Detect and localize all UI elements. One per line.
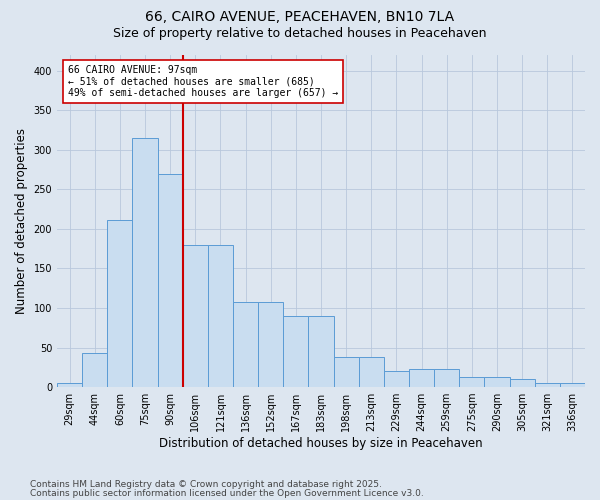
Bar (384, 372, 409, 387)
Bar (283, 316, 308, 387)
Text: Contains public sector information licensed under the Open Government Licence v3: Contains public sector information licen… (30, 488, 424, 498)
Bar (233, 302, 258, 387)
Bar (57, 383, 82, 387)
Bar (208, 245, 233, 387)
Y-axis label: Number of detached properties: Number of detached properties (15, 128, 28, 314)
Bar (133, 138, 158, 387)
Bar (158, 174, 183, 387)
Bar (359, 357, 384, 387)
Text: 66, CAIRO AVENUE, PEACEHAVEN, BN10 7LA: 66, CAIRO AVENUE, PEACEHAVEN, BN10 7LA (145, 10, 455, 24)
Bar (409, 369, 434, 387)
Bar (308, 316, 334, 387)
Bar (258, 302, 283, 387)
Bar (459, 377, 484, 387)
Bar (509, 379, 535, 387)
Text: Contains HM Land Registry data © Crown copyright and database right 2025.: Contains HM Land Registry data © Crown c… (30, 480, 382, 489)
X-axis label: Distribution of detached houses by size in Peacehaven: Distribution of detached houses by size … (159, 437, 483, 450)
Bar (484, 377, 509, 387)
Bar (82, 353, 107, 387)
Text: 66 CAIRO AVENUE: 97sqm
← 51% of detached houses are smaller (685)
49% of semi-de: 66 CAIRO AVENUE: 97sqm ← 51% of detached… (68, 65, 338, 98)
Bar (535, 383, 560, 387)
Bar (434, 369, 459, 387)
Bar (107, 220, 133, 387)
Bar (560, 383, 585, 387)
Bar (183, 245, 208, 387)
Bar (334, 357, 359, 387)
Text: Size of property relative to detached houses in Peacehaven: Size of property relative to detached ho… (113, 28, 487, 40)
